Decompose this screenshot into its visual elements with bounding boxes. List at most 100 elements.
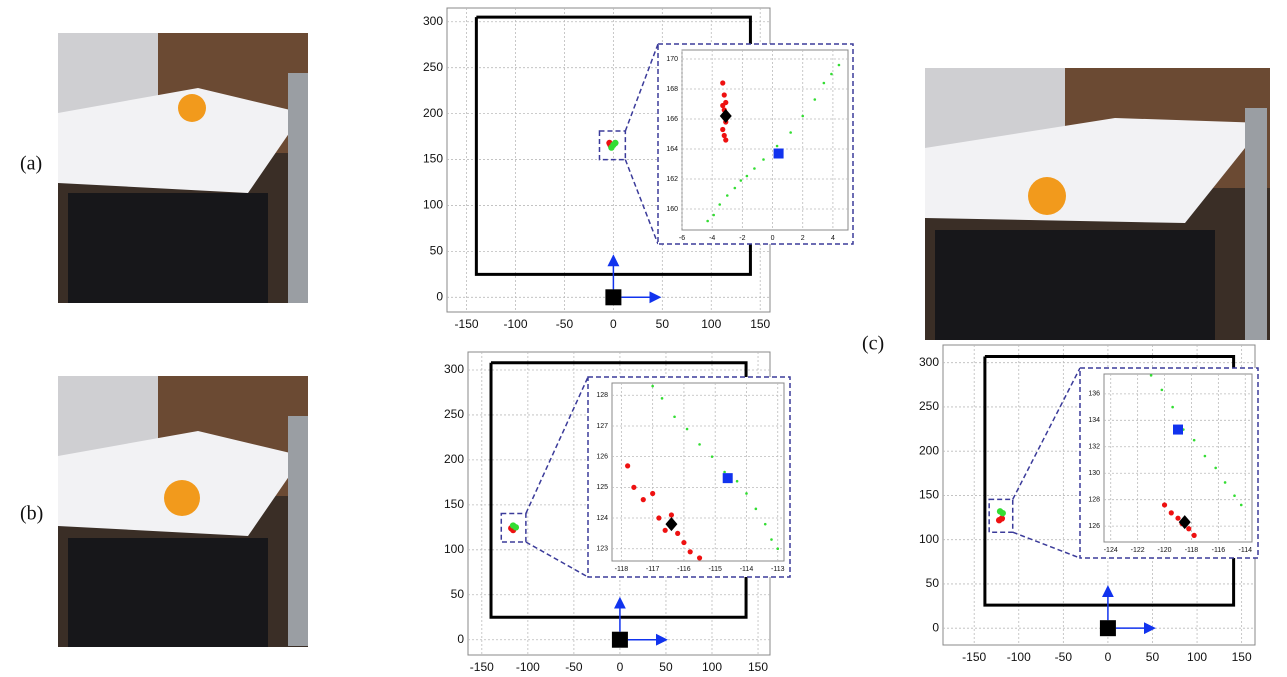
x-tick-label: -113 bbox=[771, 566, 785, 573]
point bbox=[641, 497, 646, 502]
y-tick-label: 100 bbox=[919, 532, 939, 546]
x-tick-label: -150 bbox=[470, 660, 494, 674]
point-dot bbox=[776, 145, 779, 148]
point bbox=[720, 80, 725, 85]
x-tick-label: -115 bbox=[708, 566, 722, 573]
square-marker bbox=[605, 289, 621, 305]
point-dot bbox=[736, 480, 739, 483]
point-dot bbox=[740, 179, 743, 182]
point bbox=[723, 137, 728, 142]
y-tick-label: 250 bbox=[444, 407, 464, 421]
y-tick-label: 50 bbox=[451, 587, 465, 601]
point bbox=[722, 92, 727, 97]
square-marker bbox=[1100, 620, 1116, 636]
x-tick-label: -50 bbox=[1055, 650, 1073, 664]
point-dot bbox=[651, 385, 654, 388]
y-tick-label: 126 bbox=[1088, 523, 1100, 530]
point-dot bbox=[776, 547, 779, 550]
y-tick-label: 160 bbox=[666, 206, 678, 213]
x-tick-label: -124 bbox=[1104, 547, 1118, 554]
point-dot bbox=[1204, 455, 1207, 458]
point-dot bbox=[755, 508, 758, 511]
point-dot bbox=[726, 194, 729, 197]
y-tick-label: 300 bbox=[919, 355, 939, 369]
point-dot bbox=[1193, 439, 1196, 442]
point-dot bbox=[1171, 406, 1174, 409]
x-tick-label: -50 bbox=[565, 660, 583, 674]
point-dot bbox=[734, 187, 737, 190]
x-tick-label: 100 bbox=[702, 660, 722, 674]
x-tick-label: 100 bbox=[701, 317, 721, 331]
x-tick-label: -116 bbox=[1212, 547, 1226, 554]
figure: (a) (b) (c) -150-100-5005010015005010015… bbox=[0, 0, 1287, 677]
point bbox=[1175, 516, 1180, 521]
point-dot bbox=[686, 428, 689, 431]
y-tick-label: 128 bbox=[1088, 497, 1100, 504]
point-dot bbox=[838, 64, 841, 67]
point-dot bbox=[764, 523, 767, 526]
y-tick-label: 200 bbox=[444, 452, 464, 466]
photo bbox=[925, 68, 1270, 340]
point-dot bbox=[673, 415, 676, 418]
point bbox=[1162, 502, 1167, 507]
x-tick-label: -150 bbox=[455, 317, 479, 331]
point bbox=[650, 491, 655, 496]
y-tick-label: 127 bbox=[596, 423, 608, 430]
y-tick-label: 200 bbox=[919, 443, 939, 457]
x-tick-label: -116 bbox=[677, 566, 691, 573]
y-tick-label: 300 bbox=[423, 14, 443, 28]
x-tick-label: 50 bbox=[1146, 650, 1160, 664]
y-tick-label: 166 bbox=[666, 116, 678, 123]
point bbox=[631, 485, 636, 490]
photo bbox=[58, 33, 308, 303]
point bbox=[513, 524, 519, 530]
point-dot bbox=[711, 455, 714, 458]
y-tick-label: 162 bbox=[666, 176, 678, 183]
point-dot bbox=[661, 397, 664, 400]
y-tick-label: 123 bbox=[596, 546, 608, 553]
panel-label: (b) bbox=[20, 503, 43, 525]
y-tick-label: 200 bbox=[423, 106, 443, 120]
point-dot bbox=[712, 214, 715, 217]
y-tick-label: 136 bbox=[1088, 391, 1100, 398]
point-dot bbox=[814, 98, 817, 101]
x-tick-label: -100 bbox=[503, 317, 527, 331]
point bbox=[669, 512, 674, 517]
x-tick-label: -50 bbox=[556, 317, 574, 331]
point-dot bbox=[770, 538, 773, 541]
point-dot bbox=[723, 471, 726, 474]
plot-area bbox=[612, 383, 784, 561]
square-marker bbox=[612, 632, 628, 648]
plot-area bbox=[682, 50, 848, 230]
x-tick-label: -4 bbox=[709, 235, 715, 242]
y-tick-label: 150 bbox=[423, 152, 443, 166]
x-tick-label: 0 bbox=[610, 317, 617, 331]
x-tick-label: -118 bbox=[615, 566, 629, 573]
y-tick-label: 250 bbox=[919, 399, 939, 413]
point-dot bbox=[745, 492, 748, 495]
y-tick-label: 100 bbox=[444, 542, 464, 556]
point-dot bbox=[762, 158, 765, 161]
x-tick-label: -122 bbox=[1131, 547, 1145, 554]
y-tick-label: 128 bbox=[596, 392, 608, 399]
point bbox=[675, 531, 680, 536]
point-dot bbox=[1161, 389, 1164, 392]
y-tick-label: 50 bbox=[430, 244, 444, 258]
y-tick-label: 150 bbox=[444, 497, 464, 511]
x-tick-label: -120 bbox=[1158, 547, 1172, 554]
point-dot bbox=[1214, 467, 1217, 470]
panel-label: (c) bbox=[862, 333, 884, 355]
y-tick-label: 125 bbox=[596, 484, 608, 491]
x-tick-label: -6 bbox=[679, 235, 685, 242]
y-tick-label: 100 bbox=[423, 198, 443, 212]
y-tick-label: 134 bbox=[1088, 417, 1100, 424]
y-tick-label: 250 bbox=[423, 60, 443, 74]
x-tick-label: 50 bbox=[656, 317, 670, 331]
y-tick-label: 130 bbox=[1088, 470, 1100, 477]
x-tick-label: -100 bbox=[1007, 650, 1031, 664]
y-tick-label: 0 bbox=[457, 632, 464, 646]
x-tick-label: 150 bbox=[750, 317, 770, 331]
y-tick-label: 126 bbox=[596, 453, 608, 460]
point-dot bbox=[1150, 374, 1153, 377]
point-dot bbox=[1233, 494, 1236, 497]
